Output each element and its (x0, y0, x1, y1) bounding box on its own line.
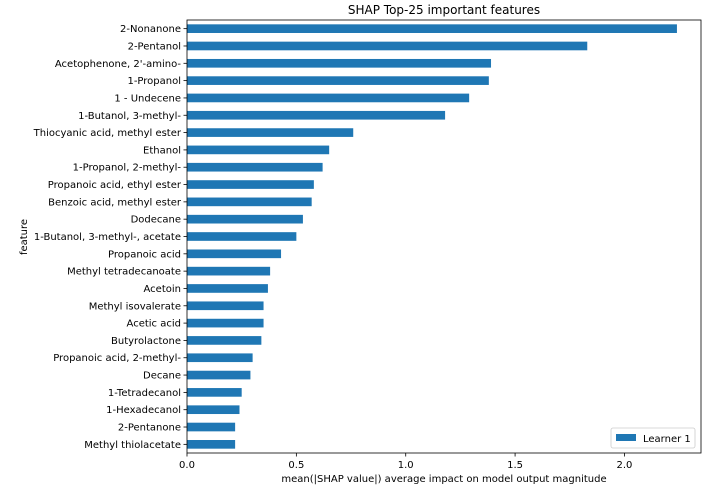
bar (187, 301, 264, 311)
y-tick-label: Butyrolactone (111, 336, 181, 347)
bar (187, 76, 489, 85)
bar (187, 336, 262, 345)
bar (187, 162, 323, 172)
bar (187, 318, 264, 328)
y-tick-label: 1-Butanol, 3-methyl- (78, 111, 181, 122)
y-tick-label: 1 - Undecene (114, 93, 181, 104)
y-axis-label: feature (19, 219, 30, 255)
bar (187, 197, 312, 207)
y-tick-label: Propanoic acid, ethyl ester (48, 180, 182, 191)
y-tick-label: Thiocyanic acid, methyl ester (33, 128, 182, 139)
y-tick-label: Methyl isovalerate (89, 301, 181, 312)
y-tick-label: Acetophenone, 2'-amino- (55, 59, 182, 70)
x-tick-label: 1.5 (507, 460, 523, 471)
bar (187, 58, 492, 68)
plot-frame (186, 19, 702, 454)
y-tick-label: Methyl tetradecanoate (67, 267, 181, 278)
y-tick-label: Acetic acid (127, 319, 181, 330)
legend: Learner 1 (610, 427, 696, 449)
bar (187, 214, 303, 224)
bar (187, 249, 282, 259)
bar (187, 110, 446, 120)
y-tick-label: Acetoin (144, 284, 181, 295)
bar (187, 266, 271, 276)
y-tick-label: 2-Nonanone (120, 24, 181, 35)
bar (187, 128, 354, 137)
bar (187, 284, 268, 293)
legend-label: Learner 1 (643, 434, 691, 445)
bar (187, 353, 253, 363)
bars (187, 24, 677, 449)
bar (187, 41, 588, 51)
bar (187, 180, 314, 189)
y-tick-label: 2-Pentanone (118, 423, 181, 434)
y-tick-label: Methyl thiolacetate (84, 440, 181, 451)
y-tick-label: Decane (143, 371, 181, 382)
y-tick-label: 1-Butanol, 3-methyl-, acetate (34, 232, 181, 243)
bar (187, 388, 242, 397)
bar (187, 93, 470, 103)
y-tick-label: 1-Propanol, 2-methyl- (73, 163, 182, 174)
y-tick-label: Ethanol (143, 145, 181, 156)
y-tick-label: Propanoic acid, 2-methyl- (53, 353, 181, 364)
y-axis-ticks: 2-Nonanone 2-Pentanol Acetophenone, 2'-ami… (33, 24, 187, 451)
y-tick-label: 1-Propanol (127, 76, 181, 87)
y-tick-label: Benzoic acid, methyl ester (48, 197, 182, 208)
bar (187, 145, 330, 155)
y-tick-label: 1-Tetradecanol (108, 388, 181, 399)
x-tick-label: 1.0 (398, 460, 414, 471)
x-axis-label: mean(|SHAP value|) average impact on mod… (281, 474, 606, 485)
bar (187, 232, 297, 241)
legend-swatch (616, 434, 636, 441)
bar (187, 24, 677, 33)
y-tick-label: Dodecane (131, 215, 181, 226)
x-tick-label: 2.0 (616, 460, 632, 471)
bar (187, 405, 240, 415)
bar (187, 370, 251, 380)
y-tick-label: Propanoic acid (108, 249, 181, 260)
bar (187, 440, 236, 449)
x-tick-label: 0.5 (288, 460, 304, 471)
legend-box (610, 427, 696, 449)
chart-title: SHAP Top-25 important features (348, 3, 540, 17)
bar (187, 422, 236, 432)
x-tick-label: 0.0 (179, 460, 195, 471)
x-axis-ticks: 0.0 0.5 1.0 1.5 2.0 (179, 453, 632, 471)
y-tick-label: 2-Pentanol (128, 41, 181, 52)
y-tick-label: 1-Hexadecanol (106, 405, 181, 416)
